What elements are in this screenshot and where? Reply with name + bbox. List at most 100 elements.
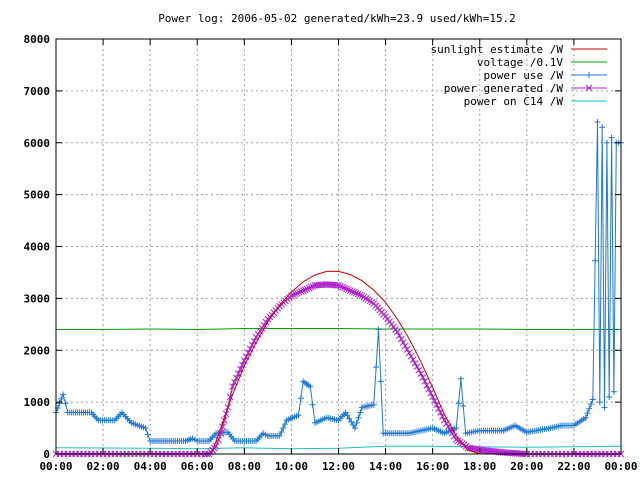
data-point-plus (297, 395, 304, 402)
data-point-cross (356, 291, 364, 299)
data-point-plus (592, 257, 599, 264)
data-point-cross (212, 442, 220, 450)
data-point-cross (333, 281, 340, 289)
plot-frame (55, 38, 622, 455)
data-point-plus (608, 134, 615, 141)
data-point-plus (601, 404, 608, 411)
data-point-plus (589, 396, 596, 403)
y-tick-label: 4000 (24, 241, 51, 254)
x-tick-label: 08:00 (228, 460, 261, 473)
x-tick-label: 04:00 (134, 460, 167, 473)
x-tick-label: 16:00 (416, 460, 449, 473)
data-point-cross (415, 366, 423, 374)
y-tick-label: 1000 (24, 396, 51, 409)
x-tick-label: 00:00 (39, 460, 72, 473)
data-point-cross (301, 286, 309, 294)
data-point-plus (370, 401, 377, 408)
legend-label: power generated /W (444, 82, 564, 95)
data-point-cross (258, 324, 266, 332)
data-point-plus (610, 388, 617, 395)
series-layer (52, 119, 625, 458)
data-point-cross (341, 284, 348, 292)
data-point-plus (344, 412, 351, 419)
data-point-plus (373, 364, 380, 371)
data-point-cross (427, 389, 435, 397)
data-point-plus (457, 375, 464, 382)
data-point-cross (293, 289, 301, 297)
data-point-cross (291, 290, 299, 298)
data-point-plus (62, 400, 69, 407)
data-point-plus (309, 401, 316, 408)
legend-label: voltage /0.1V (477, 56, 563, 69)
y-tick-label: 7000 (24, 85, 51, 98)
data-point-plus (594, 119, 601, 125)
data-point-plus (377, 378, 384, 385)
data-point-plus (295, 412, 302, 419)
data-point-plus (584, 410, 591, 417)
data-point-plus (350, 421, 357, 428)
data-point-plus (56, 400, 63, 407)
data-point-cross (425, 385, 433, 393)
data-point-cross (260, 321, 268, 329)
data-point-cross (394, 328, 401, 336)
data-point-cross (295, 288, 303, 296)
data-point-cross (585, 84, 593, 92)
data-point-cross (307, 283, 315, 291)
series-4 (55, 445, 622, 450)
series-line (210, 270, 480, 455)
data-point-cross (413, 363, 421, 371)
data-point-cross (401, 342, 409, 350)
data-point-cross (431, 397, 438, 405)
series-1 (56, 328, 621, 331)
data-point-plus (351, 425, 358, 432)
data-point-cross (421, 378, 429, 385)
data-point-cross (350, 288, 358, 296)
data-point-plus (606, 393, 613, 400)
data-point-cross (403, 346, 411, 353)
x-tick-label: 06:00 (181, 460, 214, 473)
data-point-cross (409, 356, 417, 364)
y-tick-label: 8000 (24, 33, 51, 46)
legend-label: sunlight estimate /W (431, 43, 564, 56)
data-point-cross (239, 361, 246, 369)
series-line (55, 445, 622, 450)
data-point-cross (423, 381, 431, 389)
data-point-plus (596, 399, 603, 406)
data-point-plus (599, 124, 606, 131)
data-point-cross (256, 327, 264, 335)
series-line (56, 328, 621, 331)
data-point-cross (405, 349, 413, 357)
data-point-cross (344, 286, 352, 294)
x-tick-label: 14:00 (369, 460, 402, 473)
data-point-cross (429, 393, 437, 401)
data-point-cross (303, 285, 311, 293)
x-tick-label: 00:00 (604, 460, 637, 473)
data-point-cross (337, 282, 344, 290)
data-point-plus (307, 383, 314, 390)
data-point-cross (297, 288, 305, 295)
data-point-plus (353, 419, 360, 426)
data-point-cross (305, 284, 313, 292)
data-point-cross (254, 330, 262, 338)
y-tick-label: 0 (43, 448, 50, 461)
data-point-plus (586, 72, 592, 78)
data-point-cross (407, 352, 415, 360)
data-point-plus (276, 432, 283, 439)
data-point-plus (280, 425, 287, 432)
data-point-cross (411, 359, 419, 367)
data-point-plus (348, 418, 355, 425)
data-point-plus (355, 414, 362, 421)
data-point-plus (603, 139, 610, 146)
data-point-plus (357, 409, 364, 416)
data-point-plus (278, 428, 285, 435)
data-point-cross (448, 429, 456, 437)
data-point-cross (399, 339, 407, 346)
data-point-cross (397, 335, 405, 343)
data-point-cross (352, 289, 360, 297)
y-tick-label: 3000 (24, 292, 51, 305)
series-0 (210, 270, 480, 455)
data-point-plus (587, 401, 594, 408)
data-point-cross (299, 287, 307, 294)
